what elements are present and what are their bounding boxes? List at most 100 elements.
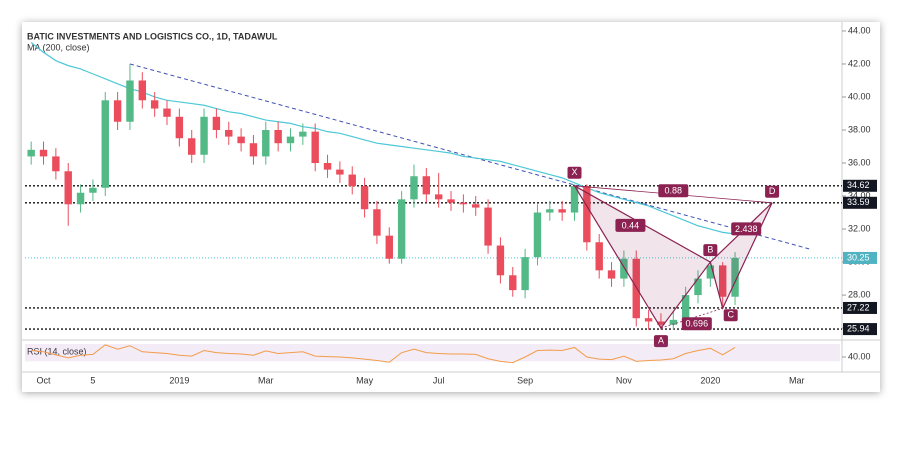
ratio-label: 0.44	[622, 220, 640, 230]
candle-body	[299, 131, 307, 137]
candle-body	[706, 265, 715, 279]
ma-legend: MA (200, close)	[27, 42, 90, 52]
candle-body	[348, 174, 356, 187]
y-tick-label: 38.00	[848, 124, 871, 134]
rsi-legend: RSI (14, close)	[27, 346, 87, 356]
level-label: 25.94	[847, 323, 870, 333]
ratio-box	[615, 218, 646, 232]
ratio-box	[731, 222, 762, 236]
candle-body	[138, 80, 147, 101]
level-label: 34.62	[847, 180, 870, 190]
candle-body	[126, 80, 134, 122]
candle-body	[225, 130, 233, 137]
level-label-box	[843, 323, 877, 336]
candle-body	[113, 100, 122, 122]
candle-body	[669, 319, 677, 325]
trendline	[129, 63, 810, 250]
x-tick-label: Nov	[616, 375, 633, 385]
pattern-point-label: D	[769, 186, 776, 196]
last-price-box	[843, 251, 877, 264]
candle-body	[373, 209, 381, 236]
last-price-label: 30.25	[847, 252, 870, 262]
pattern-point-box	[703, 244, 718, 257]
x-tick-label: Oct	[37, 375, 52, 385]
y-tick-label: 40.00	[848, 91, 871, 101]
candle-body	[311, 131, 319, 164]
level-label-box	[843, 179, 877, 192]
candle-body	[422, 176, 431, 195]
candle-body	[188, 138, 196, 155]
candle-body	[533, 212, 542, 258]
rsi-line	[31, 344, 736, 364]
y-tick-label: 44.00	[848, 25, 871, 35]
candle-body	[558, 209, 566, 213]
candle-body	[459, 202, 468, 205]
candle-body	[175, 116, 184, 139]
candle-body	[39, 149, 48, 157]
x-tick-label: Jul	[433, 375, 445, 385]
pattern-point-box	[765, 185, 780, 198]
candle-body	[286, 136, 295, 144]
ratio-label: 2.438	[735, 224, 758, 234]
candle-body	[496, 245, 505, 276]
candle-body	[472, 204, 480, 208]
x-tick-label: Sep	[517, 375, 533, 385]
candle-body	[657, 321, 665, 325]
pattern-point-label: B	[707, 244, 713, 254]
candle-body	[200, 116, 208, 155]
y-tick-label: 32.00	[848, 223, 871, 233]
candle-body	[89, 187, 97, 193]
candle-body	[397, 199, 406, 259]
candle-body	[262, 130, 270, 157]
ma-line	[30, 42, 736, 235]
candle-body	[583, 186, 591, 243]
level-label: 33.59	[847, 197, 870, 207]
ratio-label: 0.696	[686, 319, 709, 329]
candle-body	[410, 176, 418, 200]
ratio-box	[681, 317, 712, 331]
candle-body	[76, 192, 85, 205]
candle-body	[620, 258, 628, 279]
level-label-box	[843, 301, 877, 314]
chart-title: BATIC INVESTMENTS AND LOGISTICS CO., 1D,…	[27, 31, 278, 41]
pattern-point-box	[723, 309, 738, 322]
ratio-label: 0.88	[665, 186, 683, 196]
candle-body	[64, 171, 72, 205]
x-tick-label: May	[356, 375, 374, 385]
candle-body	[212, 116, 221, 130]
candle-body	[509, 275, 517, 291]
pattern-point-label: A	[658, 335, 664, 345]
pattern-point-label: C	[727, 310, 734, 320]
level-label-box	[843, 196, 877, 209]
candle-body	[336, 169, 344, 175]
candle-body	[694, 278, 702, 296]
y-tick-label: 42.00	[848, 58, 871, 68]
x-tick-label: Mar	[258, 375, 274, 385]
candle-body	[249, 143, 258, 157]
candle-body	[101, 100, 109, 188]
candle-body	[644, 318, 653, 322]
candle-body	[595, 242, 603, 271]
y-tick-label: 28.00	[848, 289, 871, 299]
level-label: 27.22	[847, 302, 870, 312]
x-tick-label: 5	[90, 375, 95, 385]
candle-body	[274, 130, 282, 144]
candle-body	[237, 136, 245, 144]
candle-body	[447, 199, 455, 203]
x-tick-label: Mar	[789, 375, 805, 385]
pattern-point-label: X	[571, 167, 577, 177]
candle-body	[607, 270, 616, 279]
candle-body	[484, 207, 492, 246]
y-tick-label: 36.00	[848, 157, 871, 167]
candle-body	[163, 108, 171, 117]
candle-body	[731, 257, 739, 297]
ratio-box	[658, 184, 689, 198]
candle-body	[570, 186, 579, 213]
candle-body	[434, 194, 443, 200]
candle-body	[385, 235, 393, 259]
candle-body	[323, 163, 332, 170]
candle-body	[681, 295, 690, 320]
pattern-point-box	[653, 335, 668, 348]
candle-body	[360, 186, 369, 210]
